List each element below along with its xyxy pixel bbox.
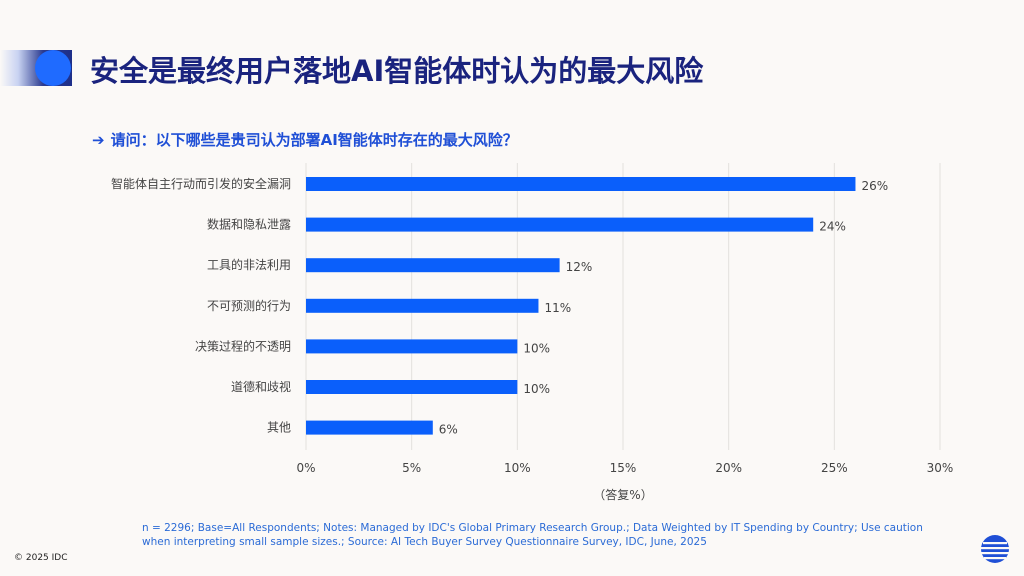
x-tick-label: 25% — [821, 461, 848, 475]
page-title: 安全是最终用户落地AI智能体时认为的最大风险 — [90, 54, 704, 88]
idc-globe-icon — [981, 535, 1009, 563]
x-tick-label: 20% — [715, 461, 742, 475]
category-label: 决策过程的不透明 — [195, 338, 291, 353]
data-label: 10% — [523, 382, 550, 396]
data-label: 24% — [819, 220, 846, 234]
data-label: 6% — [439, 423, 458, 437]
x-tick-label: 10% — [504, 461, 531, 475]
category-label: 工具的非法利用 — [207, 257, 291, 272]
x-tick-label: 5% — [402, 461, 421, 475]
source-footnote: n = 2296; Base=All Respondents; Notes: M… — [142, 522, 923, 548]
title-accent-dot — [35, 50, 71, 86]
x-tick-label: 30% — [927, 461, 954, 475]
data-label: 11% — [544, 301, 571, 315]
bar — [306, 217, 814, 232]
data-label: 12% — [566, 260, 593, 274]
x-axis-label: （答复%） — [593, 487, 652, 502]
bar — [306, 380, 518, 394]
category-label: 数据和隐私泄露 — [207, 217, 291, 232]
bar — [306, 258, 560, 273]
category-label: 道德和歧视 — [231, 379, 291, 394]
survey-question: ➔ 请问：以下哪些是贵司认为部署AI智能体时存在的最大风险？ — [92, 129, 518, 150]
arrow-right-icon: ➔ — [92, 131, 105, 149]
data-label: 26% — [861, 179, 888, 193]
data-label: 10% — [523, 341, 550, 355]
x-tick-label: 15% — [610, 461, 637, 475]
category-label: 不可预测的行为 — [207, 298, 291, 313]
bar — [306, 177, 856, 191]
bar — [306, 298, 539, 313]
bar — [306, 420, 433, 435]
survey-question-text: 请问：以下哪些是贵司认为部署AI智能体时存在的最大风险？ — [110, 131, 518, 149]
category-label: 其他 — [267, 421, 291, 435]
category-label: 智能体自主行动而引发的安全漏洞 — [111, 176, 291, 191]
bar — [306, 339, 518, 354]
copyright-text: © 2025 IDC — [14, 553, 68, 563]
x-tick-label: 0% — [296, 461, 315, 475]
